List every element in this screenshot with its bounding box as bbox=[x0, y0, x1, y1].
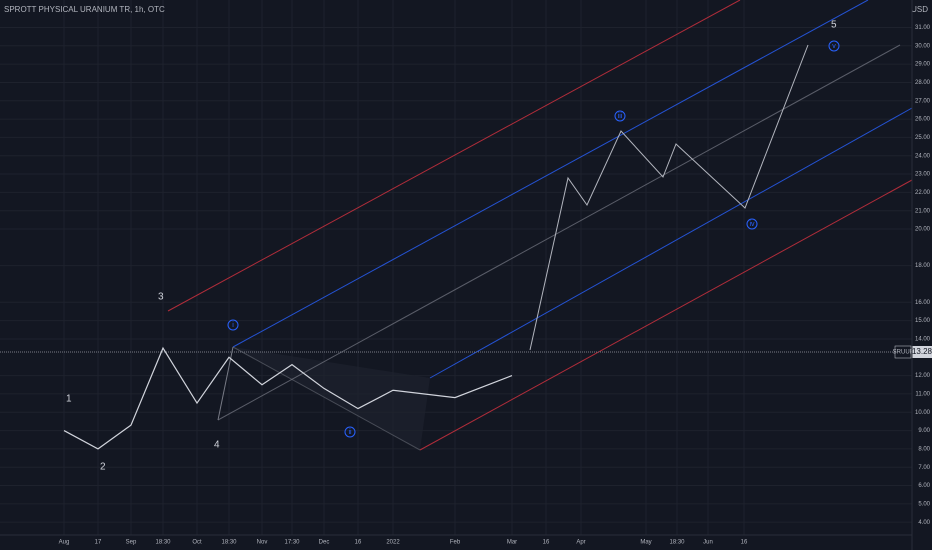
y-tick-label: 22.00 bbox=[915, 190, 931, 196]
y-tick-label: 16.00 bbox=[915, 300, 931, 306]
grid bbox=[0, 0, 912, 535]
x-tick-label: 17:30 bbox=[284, 540, 300, 546]
y-tick-label: 24.00 bbox=[915, 153, 931, 159]
x-tick-label: Apr bbox=[576, 540, 585, 546]
currency: USD bbox=[911, 5, 928, 14]
x-tick-label: Aug bbox=[59, 540, 70, 546]
pitchfork-base bbox=[232, 346, 421, 451]
y-tick-label: 23.00 bbox=[915, 172, 931, 178]
last-price-box bbox=[912, 346, 932, 358]
y-tick-label: 28.00 bbox=[915, 80, 931, 86]
wave-label: iv bbox=[749, 221, 755, 228]
wave-label: ii bbox=[348, 429, 352, 436]
y-tick-label: 25.00 bbox=[915, 135, 931, 141]
y-tick-label: 27.00 bbox=[915, 98, 931, 104]
y-tick-label: 6.00 bbox=[918, 483, 930, 489]
wave-label: i bbox=[232, 322, 234, 329]
y-tick-label: 8.00 bbox=[918, 446, 930, 452]
x-tick-label: 16 bbox=[355, 540, 362, 546]
y-tick-label: 11.00 bbox=[915, 391, 930, 397]
x-tick-label: Oct bbox=[192, 540, 202, 546]
wave-label: 2 bbox=[100, 462, 106, 473]
y-tick-label: 4.00 bbox=[918, 520, 930, 526]
channel-blue-lower bbox=[429, 107, 913, 379]
wave-label: 3 bbox=[158, 292, 164, 303]
y-tick-label: 15.00 bbox=[915, 318, 931, 324]
y-tick-label: 5.00 bbox=[918, 501, 930, 507]
wave-label: 5 bbox=[831, 20, 837, 31]
channel-upper bbox=[167, 0, 741, 312]
x-tick-label: Sep bbox=[126, 540, 137, 546]
x-tick-label: Nov bbox=[257, 540, 268, 546]
wave-label: 4 bbox=[214, 440, 220, 451]
x-tick-label: 2022 bbox=[386, 540, 400, 546]
x-tick-label: 18:30 bbox=[155, 540, 171, 546]
circle bbox=[746, 218, 758, 230]
y-tick-label: 20.00 bbox=[915, 227, 931, 233]
x-tick-label: Dec bbox=[319, 540, 330, 546]
circle bbox=[614, 110, 626, 122]
x-tick-label: Mar bbox=[507, 540, 517, 546]
shaded-area bbox=[233, 347, 430, 450]
wave-label: iii bbox=[618, 113, 623, 120]
symbol-box bbox=[894, 345, 912, 359]
price-series bbox=[63, 346, 513, 450]
y-tick-label: 7.00 bbox=[918, 465, 930, 471]
y-tick-label: 14.00 bbox=[915, 337, 931, 343]
channel-median bbox=[217, 44, 901, 421]
x-tick-label: Feb bbox=[450, 540, 461, 546]
marks bbox=[63, 346, 513, 450]
y-tick-label: 30.00 bbox=[915, 43, 931, 49]
projection-path bbox=[529, 44, 809, 351]
x-tick-label: 16 bbox=[741, 540, 748, 546]
x-tick-label: 18:30 bbox=[221, 540, 237, 546]
x-tick-label: May bbox=[640, 540, 651, 546]
x-tick-label: 16 bbox=[543, 540, 550, 546]
x-tick-label: 18:30 bbox=[669, 540, 685, 546]
x-tick-label: Jun bbox=[703, 540, 713, 546]
y-tick-label: 31.00 bbox=[915, 25, 931, 31]
chart-title: SPROTT PHYSICAL URANIUM TR, 1h, OTC bbox=[4, 5, 165, 14]
y-tick-label: 10.00 bbox=[915, 410, 931, 416]
last-price: 13.28 bbox=[912, 347, 932, 356]
y-tick-label: 21.00 bbox=[915, 208, 931, 214]
circle bbox=[227, 319, 239, 331]
y-tick-label: 29.00 bbox=[915, 62, 931, 68]
channel-blue-upper bbox=[232, 0, 869, 348]
y-tick-label: 18.00 bbox=[915, 263, 931, 269]
x-tick-label: 17 bbox=[95, 540, 102, 546]
y-tick-label: 26.00 bbox=[915, 117, 931, 123]
wave-label: 1 bbox=[66, 394, 72, 405]
symbol-label: SRUUF bbox=[893, 350, 914, 356]
circle bbox=[828, 40, 840, 52]
y-tick-label: 9.00 bbox=[918, 428, 930, 434]
wave-circles bbox=[227, 40, 840, 438]
channel-lower bbox=[419, 179, 913, 451]
y-tick-label: 12.00 bbox=[915, 373, 931, 379]
circle bbox=[344, 426, 356, 438]
wave-label: v bbox=[832, 43, 836, 50]
